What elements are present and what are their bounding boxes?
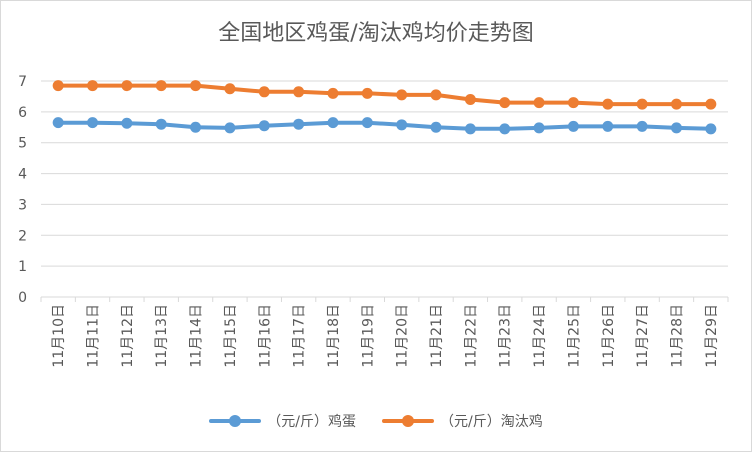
series-point-1 — [602, 98, 614, 110]
series-point-1 — [464, 94, 476, 106]
x-tick-label: 11月12日 — [120, 304, 136, 368]
series-point-1 — [430, 89, 442, 101]
series-point-0 — [190, 121, 202, 133]
series-point-0 — [533, 122, 545, 134]
series-point-0 — [602, 120, 614, 132]
y-tick-label: 3 — [18, 197, 27, 213]
y-tick-label: 7 — [18, 74, 27, 90]
series-point-1 — [567, 97, 579, 109]
series-point-1 — [52, 80, 64, 92]
chart-title: 全国地区鸡蛋/淘汰鸡均价走势图 — [218, 21, 534, 46]
series-point-0 — [121, 117, 133, 129]
series-point-0 — [258, 120, 270, 132]
series-line-0 — [56, 120, 713, 131]
x-tick-label: 11月27日 — [635, 304, 651, 368]
x-tick-label: 11月18日 — [326, 304, 342, 368]
series-point-0 — [430, 121, 442, 133]
y-tick-label: 0 — [18, 290, 27, 306]
series-point-1 — [258, 86, 270, 98]
x-tick-label: 11月14日 — [189, 304, 205, 368]
x-tick-label: 11月16日 — [257, 304, 273, 368]
x-tick-label: 11月11日 — [86, 304, 102, 368]
x-tick-label: 11月26日 — [601, 304, 617, 368]
x-tick-label: 11月21日 — [429, 304, 445, 368]
series-point-1 — [121, 80, 133, 92]
y-tick-label: 6 — [18, 105, 27, 121]
series-point-1 — [705, 98, 717, 110]
series-point-0 — [705, 123, 717, 135]
series-point-0 — [670, 122, 682, 134]
x-tick-label: 11月19日 — [360, 304, 376, 368]
legend-label-hen: （元/斤）淘汰鸡 — [440, 414, 543, 430]
x-tick-label: 11月13日 — [154, 304, 170, 368]
x-tick-label: 11月20日 — [395, 304, 411, 368]
legend-swatch-egg — [209, 415, 262, 427]
series-point-0 — [396, 119, 408, 131]
x-tick-label: 11月23日 — [498, 304, 514, 368]
series-point-0 — [327, 117, 339, 129]
series-point-1 — [533, 97, 545, 109]
series-point-1 — [327, 87, 339, 99]
series-point-0 — [499, 123, 511, 135]
series-point-0 — [224, 122, 236, 134]
y-tick-label: 5 — [18, 136, 27, 152]
series-point-0 — [87, 117, 99, 129]
series-point-1 — [636, 98, 648, 110]
x-tick-label: 11月24日 — [532, 304, 548, 368]
x-tick-label: 11月22日 — [463, 304, 479, 368]
x-tick-label: 11月15日 — [223, 304, 239, 368]
series-point-1 — [293, 86, 305, 98]
y-tick-label: 2 — [18, 228, 27, 244]
y-tick-label: 1 — [18, 259, 27, 275]
series-point-1 — [499, 97, 511, 109]
series-point-1 — [87, 80, 99, 92]
series-point-0 — [636, 120, 648, 132]
x-tick-label: 11月28日 — [669, 304, 685, 368]
series-line-1 — [56, 83, 713, 107]
series-point-0 — [52, 117, 64, 129]
legend-item-hen: （元/斤）淘汰鸡 — [382, 411, 543, 431]
series-point-1 — [361, 87, 373, 99]
x-tick-label: 11月17日 — [292, 304, 308, 368]
x-tick-label: 11月25日 — [566, 304, 582, 368]
legend: （元/斤）鸡蛋 （元/斤）淘汰鸡 — [1, 411, 751, 431]
series-point-0 — [155, 118, 167, 130]
series-point-0 — [567, 120, 579, 132]
series-point-1 — [396, 89, 408, 101]
x-tick-label: 11月29日 — [704, 304, 720, 368]
x-tick-label: 11月10日 — [51, 304, 67, 368]
series-point-0 — [464, 123, 476, 135]
series-point-1 — [155, 80, 167, 92]
series-point-1 — [224, 83, 236, 95]
series-point-1 — [190, 80, 202, 92]
series-point-0 — [361, 117, 373, 129]
series-point-1 — [670, 98, 682, 110]
legend-item-egg: （元/斤）鸡蛋 — [209, 411, 356, 431]
legend-swatch-hen — [382, 415, 434, 427]
series-point-0 — [293, 118, 305, 130]
y-tick-label: 4 — [18, 167, 27, 183]
legend-label-egg: （元/斤）鸡蛋 — [267, 414, 356, 430]
